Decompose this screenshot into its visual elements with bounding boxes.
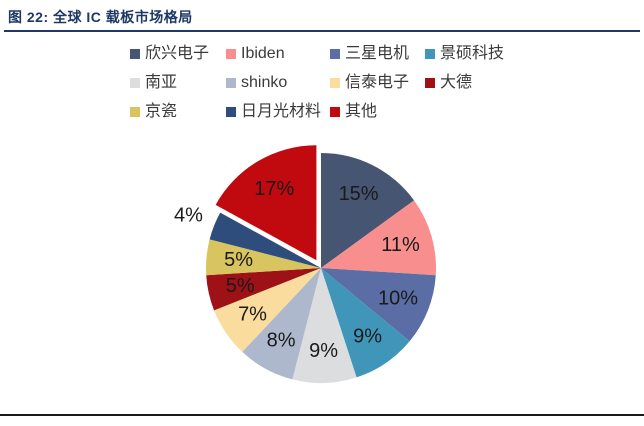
legend-label: shinko	[241, 74, 288, 91]
pie-slice-3	[321, 268, 410, 378]
legend-item-9: 日月光材料	[226, 104, 330, 120]
legend-swatch	[330, 49, 340, 59]
slice-label-6: 7%	[238, 304, 267, 326]
slice-label-8: 5%	[224, 249, 253, 271]
bottom-divider	[0, 414, 644, 416]
legend-item-10: 其他	[330, 104, 425, 120]
pie-slice-9	[209, 212, 321, 268]
legend-swatch	[330, 107, 340, 117]
legend-label: 京瓷	[145, 103, 178, 120]
slice-label-2: 10%	[378, 287, 418, 309]
pie-chart: 15% 11% 10% 9% 9% 8%7% 5% 5% 4% 17%	[174, 145, 436, 384]
slice-label-9: 4%	[174, 205, 203, 227]
legend-swatch	[226, 78, 236, 88]
title-divider	[4, 30, 640, 32]
legend-item-5: shinko	[226, 75, 330, 91]
legend-swatch	[130, 49, 140, 59]
legend-item-2: 三星电机	[330, 46, 425, 62]
legend-swatch	[130, 78, 140, 88]
slice-label-7: 5%	[226, 275, 255, 297]
chart-legend: 欣兴电子 Ibiden 三星电机 景硕科技南亚 shinko 信泰电子 大德京瓷 日月光材料 其…	[130, 46, 504, 120]
slice-label-10: 17%	[254, 178, 294, 200]
pie-slice-0	[321, 153, 415, 268]
slice-label-1: 11%	[381, 234, 420, 256]
legend-label: 南亚	[145, 74, 178, 91]
legend-item-7: 大德	[425, 75, 504, 91]
legend-item-6: 信泰电子	[330, 75, 425, 91]
pie-slice-1	[321, 200, 436, 276]
pie-slice-5	[242, 268, 321, 380]
legend-swatch	[425, 78, 435, 88]
legend-item-1: Ibiden	[226, 46, 330, 62]
pie-slice-7	[206, 268, 321, 311]
legend-swatch	[425, 49, 435, 59]
legend-label: 欣兴电子	[145, 45, 210, 62]
legend-label: 三星电机	[345, 45, 410, 62]
legend-label: 大德	[440, 74, 473, 91]
legend-swatch	[226, 49, 236, 59]
legend-label: 其他	[345, 103, 378, 120]
legend-item-4: 南亚	[130, 75, 226, 91]
slice-label-5: 8%	[267, 330, 296, 352]
slice-label-0: 15%	[339, 183, 379, 205]
pie-slice-8	[206, 239, 321, 276]
legend-label: 信泰电子	[345, 74, 410, 91]
legend-swatch	[130, 107, 140, 117]
pie-slice-6	[214, 268, 321, 352]
legend-label: Ibiden	[241, 45, 285, 62]
pie-slice-4	[292, 268, 357, 384]
legend-item-0: 欣兴电子	[130, 46, 226, 62]
legend-swatch	[330, 78, 340, 88]
slice-label-3: 9%	[353, 325, 382, 347]
legend-label: 日月光材料	[241, 103, 322, 120]
figure-title: 图 22: 全球 IC 载板市场格局	[8, 9, 193, 25]
legend-item-8: 京瓷	[130, 104, 226, 120]
pie-slice-2	[321, 268, 436, 342]
legend-swatch	[226, 107, 236, 117]
pie-slice-10	[215, 145, 317, 261]
slice-label-4: 9%	[309, 340, 338, 362]
legend-item-3: 景硕科技	[425, 46, 504, 62]
legend-label: 景硕科技	[440, 45, 505, 62]
